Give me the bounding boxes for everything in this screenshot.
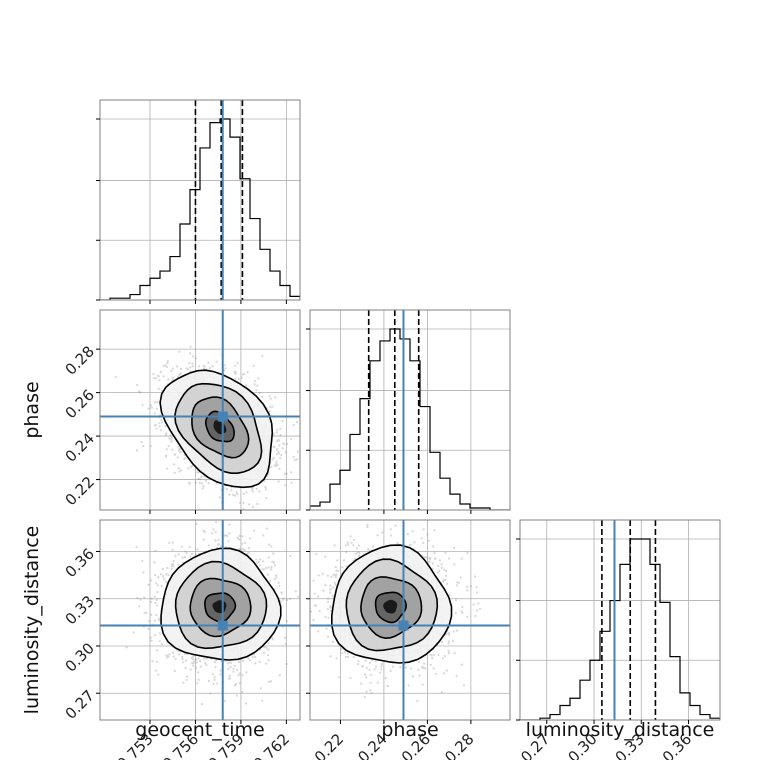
hist-luminosity_distance-plot	[520, 520, 720, 720]
density-geocent_time-vs-luminosity_distance-frame	[99, 519, 301, 721]
truth-marker	[217, 620, 228, 631]
tick-label-y: 0.33	[62, 592, 98, 628]
axis-label-x-luminosity_distance: luminosity_distance	[526, 719, 715, 741]
tick-label-y: 0.22	[62, 473, 98, 509]
axis-label-x-phase: phase	[381, 719, 438, 741]
hist-luminosity_distance-frame	[519, 519, 721, 721]
hist-geocent_time-plot	[100, 100, 300, 300]
density-phase-vs-luminosity_distance-contour-4	[383, 599, 398, 614]
axis-label-y-phase: phase	[21, 381, 43, 438]
axis-label-y-luminosity_distance: luminosity_distance	[21, 526, 43, 715]
axis-label-x-geocent_time: geocent_time	[135, 719, 264, 741]
density-geocent_time-vs-phase-plot	[100, 310, 300, 510]
hist-luminosity_distance-axes	[546, 520, 689, 720]
tick-label-y: 0.36	[62, 545, 98, 581]
tick-label-y: 0.27	[62, 687, 98, 723]
density-geocent_time-vs-luminosity_distance-plot	[100, 520, 300, 720]
tick-label-y: 0.24	[62, 429, 98, 465]
density-phase-vs-luminosity_distance-frame	[309, 519, 511, 721]
density-phase-vs-luminosity_distance-plot	[310, 520, 510, 720]
hist-geocent_time-step	[100, 118, 300, 300]
hist-phase-step	[310, 328, 510, 510]
tick-label-y: 0.30	[62, 639, 98, 675]
hist-geocent_time-frame	[99, 99, 301, 301]
hist-phase-frame	[309, 309, 511, 511]
density-geocent_time-vs-phase-frame	[99, 309, 301, 511]
truth-marker	[398, 620, 409, 631]
hist-phase-plot	[310, 310, 510, 510]
truth-marker	[217, 411, 228, 422]
hist-luminosity_distance-step	[520, 538, 720, 720]
tick-label-x: 0.28	[441, 730, 477, 760]
tick-label-y: 0.26	[62, 386, 98, 422]
tick-label-x: 0.22	[311, 730, 347, 760]
tick-label-y: 0.28	[62, 342, 98, 378]
